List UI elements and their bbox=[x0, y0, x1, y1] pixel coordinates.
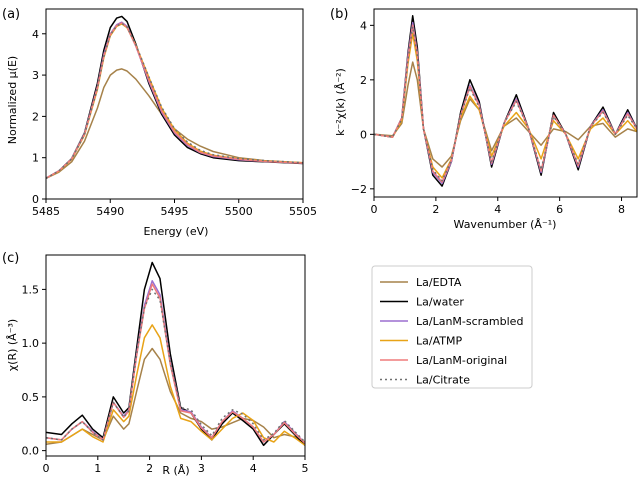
panel-a-xtick-label: 5490 bbox=[96, 205, 124, 218]
panel-c-xtick-label: 2 bbox=[146, 462, 153, 475]
panel-b-ytick-label: −2 bbox=[351, 183, 367, 196]
panel-c-ytick-label: 0.5 bbox=[22, 391, 40, 404]
panel-b-xtick-label: 4 bbox=[494, 203, 501, 216]
panel-b-xtick-label: 6 bbox=[556, 203, 563, 216]
panel-b: (b) 0 2 4 6 8 −2 0 2 4 Wavenumber (Å⁻¹) k⁻²χ(k) … bbox=[330, 7, 638, 231]
panel-a-ytick-label: 0 bbox=[32, 193, 39, 206]
panel-c: (c) 0 1 2 3 4 5 0.0 0.5 1.0 1.5 R (Å) χ(R) (Å⁻³) bbox=[2, 251, 309, 477]
legend-label: La/LanM-scrambled bbox=[416, 315, 523, 328]
panel-c-series-la-atmp bbox=[46, 324, 305, 446]
panel-b-xtick-label: 8 bbox=[618, 203, 625, 216]
panel-c-series-la-lanm-original bbox=[46, 283, 305, 444]
panel-a-axes-frame bbox=[45, 8, 304, 200]
legend-box bbox=[371, 265, 533, 389]
panel-a-label: (a) bbox=[2, 7, 20, 22]
panel-c-ylabel: χ(R) (Å⁻³) bbox=[6, 319, 19, 371]
panel-b-series-la-citrate bbox=[374, 25, 637, 182]
panel-a: (a) 5485 5490 5495 5500 5505 0 1 2 3 4 Energy (eV… bbox=[2, 7, 317, 238]
panel-a-ytick-label: 3 bbox=[32, 69, 39, 82]
panel-a-ytick-label: 1 bbox=[32, 152, 39, 165]
panel-b-plot: 0 2 4 6 8 −2 0 2 4 bbox=[351, 8, 638, 216]
panel-c-series-la-water bbox=[46, 261, 305, 447]
panel-c-xtick-label: 5 bbox=[302, 462, 309, 475]
panel-c-xtick-label: 3 bbox=[198, 462, 205, 475]
panel-c-ytick-label: 1.5 bbox=[22, 283, 40, 296]
panel-b-xtick-label: 0 bbox=[371, 203, 378, 216]
legend-label: La/Citrate bbox=[416, 374, 470, 387]
panel-c-plot: 0 1 2 3 4 5 0.0 0.5 1.0 1.5 bbox=[22, 254, 309, 475]
panel-b-series-la-lanm-original bbox=[374, 24, 637, 183]
panel-a-series-la-lanm-scrambled bbox=[46, 21, 303, 179]
panel-c-xtick-label: 4 bbox=[250, 462, 257, 475]
panel-a-series-la-citrate bbox=[46, 22, 303, 179]
panel-a-ylabel: Normalized μ(E) bbox=[6, 56, 19, 144]
panel-c-label: (c) bbox=[2, 251, 19, 266]
panel-b-ylabel: k⁻²χ(k) (Å⁻²) bbox=[334, 68, 347, 136]
panel-a-xtick-label: 5495 bbox=[161, 205, 189, 218]
legend-label: La/water bbox=[416, 296, 464, 309]
panel-a-ytick-label: 2 bbox=[32, 110, 39, 123]
legend-items: La/EDTA La/water La/LanM-scrambled La/ATMP L… bbox=[380, 276, 523, 387]
panel-b-series-la-lanm-scrambled bbox=[374, 21, 637, 185]
legend: La/EDTA La/water La/LanM-scrambled La/ATMP L… bbox=[371, 265, 533, 389]
panel-b-label: (b) bbox=[330, 7, 348, 22]
legend-label: La/LanM-original bbox=[416, 354, 507, 367]
panel-a-xtick-label: 5485 bbox=[32, 205, 60, 218]
panel-a-ytick-label: 4 bbox=[32, 28, 39, 41]
panel-c-ytick-label: 1.0 bbox=[22, 337, 40, 350]
panel-a-series-la-water bbox=[46, 15, 303, 179]
panel-a-series-la-edta bbox=[46, 68, 303, 179]
panel-a-series-la-lanm-original bbox=[46, 22, 303, 179]
panel-c-xlabel: R (Å) bbox=[162, 464, 189, 477]
panel-b-ytick-label: 4 bbox=[360, 19, 367, 32]
panel-c-xtick-label: 0 bbox=[43, 462, 50, 475]
panel-a-xlabel: Energy (eV) bbox=[144, 225, 209, 238]
panel-a-series-la-atmp bbox=[46, 23, 303, 179]
panel-b-xlabel: Wavenumber (Å⁻¹) bbox=[454, 218, 557, 231]
legend-label: La/ATMP bbox=[416, 335, 462, 348]
panel-a-xtick-label: 5500 bbox=[225, 205, 253, 218]
panel-b-ytick-label: 0 bbox=[360, 128, 367, 141]
panel-c-xtick-label: 1 bbox=[94, 462, 101, 475]
panel-c-ytick-label: 0.0 bbox=[22, 445, 40, 458]
panel-b-ytick-label: 2 bbox=[360, 74, 367, 87]
panel-b-xtick-label: 2 bbox=[432, 203, 439, 216]
panel-a-xtick-label: 5505 bbox=[289, 205, 317, 218]
legend-label: La/EDTA bbox=[416, 276, 462, 289]
panel-c-axes-frame bbox=[45, 254, 306, 457]
panel-a-plot: 5485 5490 5495 5500 5505 0 1 2 3 4 bbox=[32, 8, 317, 218]
panel-b-axes-frame bbox=[373, 8, 638, 198]
panel-b-series-la-atmp bbox=[374, 32, 637, 179]
panel-c-series-la-edta bbox=[46, 347, 305, 445]
